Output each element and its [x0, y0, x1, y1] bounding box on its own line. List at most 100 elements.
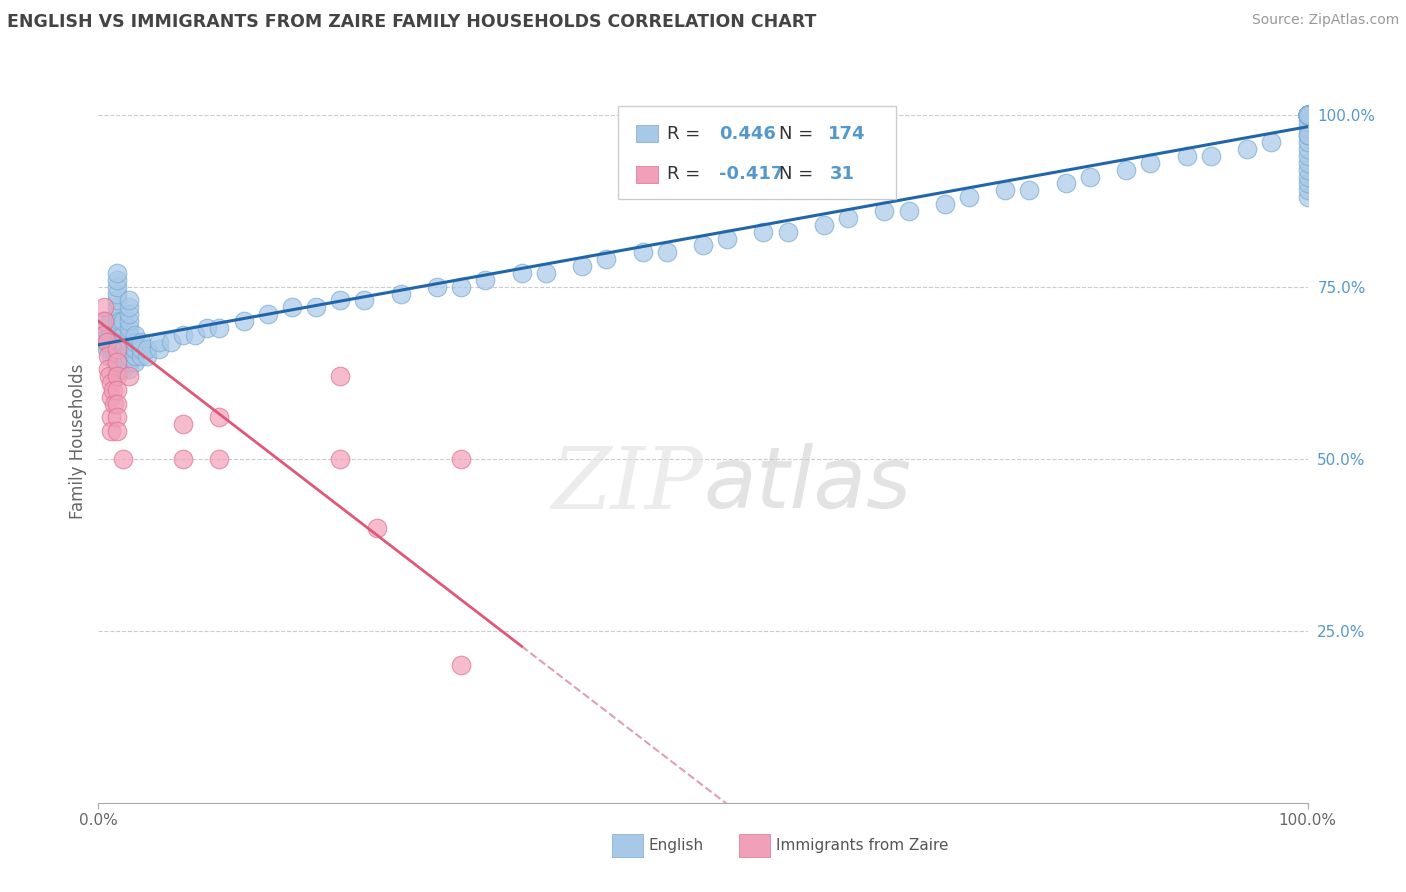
Point: [474, 273, 496, 287]
Point: [111, 349, 134, 363]
Point: [98, 327, 121, 342]
Point: [1296, 108, 1319, 122]
Point: [108, 334, 131, 349]
Text: 31: 31: [830, 165, 855, 184]
Point: [129, 342, 152, 356]
Text: Source: ZipAtlas.com: Source: ZipAtlas.com: [1251, 13, 1399, 28]
Point: [353, 293, 375, 308]
Point: [1296, 108, 1319, 122]
Point: [1296, 108, 1319, 122]
Point: [1199, 149, 1222, 163]
Point: [571, 259, 593, 273]
Point: [105, 279, 128, 293]
Point: [108, 327, 131, 342]
Point: [1054, 177, 1077, 191]
Point: [118, 342, 141, 356]
Point: [1296, 108, 1319, 122]
Point: [1296, 108, 1319, 122]
Point: [114, 349, 136, 363]
Bar: [637, 166, 658, 183]
Point: [329, 369, 352, 384]
Point: [108, 321, 131, 335]
Point: [534, 266, 557, 280]
Point: [105, 369, 128, 384]
Point: [135, 349, 157, 363]
Point: [897, 204, 920, 219]
Bar: [613, 834, 643, 857]
Point: [100, 342, 122, 356]
Point: [1296, 108, 1319, 122]
Point: [111, 314, 134, 328]
Point: [716, 231, 738, 245]
Point: [103, 397, 125, 411]
Point: [111, 451, 134, 466]
Point: [1296, 108, 1319, 122]
Point: [1296, 108, 1319, 122]
Point: [129, 349, 152, 363]
Point: [934, 197, 956, 211]
Point: [1296, 108, 1319, 122]
Point: [450, 279, 472, 293]
Point: [148, 334, 170, 349]
Point: [118, 349, 141, 363]
Point: [118, 301, 141, 315]
Point: [124, 355, 146, 369]
Point: [1296, 108, 1319, 122]
Point: [1296, 108, 1319, 122]
Point: [100, 334, 122, 349]
Point: [1296, 108, 1319, 122]
Point: [1296, 108, 1319, 122]
Point: [98, 369, 121, 384]
Point: [96, 342, 118, 356]
Point: [195, 321, 218, 335]
Text: R =: R =: [666, 165, 706, 184]
Point: [1296, 108, 1319, 122]
Point: [105, 334, 128, 349]
Point: [1018, 183, 1040, 197]
Point: [105, 266, 128, 280]
Point: [105, 314, 128, 328]
Point: [160, 334, 183, 349]
Point: [124, 327, 146, 342]
Point: [105, 342, 128, 356]
Point: [93, 327, 115, 342]
Point: [100, 314, 122, 328]
Point: [1296, 108, 1319, 122]
Point: [118, 321, 141, 335]
Point: [135, 342, 157, 356]
Point: [1296, 108, 1319, 122]
Point: [108, 314, 131, 328]
Point: [1296, 108, 1319, 122]
Point: [1296, 162, 1319, 177]
Point: [1296, 108, 1319, 122]
Point: [281, 301, 304, 315]
Point: [1175, 149, 1198, 163]
Point: [93, 314, 115, 328]
Point: [105, 342, 128, 356]
Point: [1296, 183, 1319, 197]
Point: [1296, 108, 1319, 122]
Point: [1296, 108, 1319, 122]
Point: [994, 183, 1017, 197]
Point: [93, 334, 115, 349]
Point: [111, 362, 134, 376]
Point: [1296, 108, 1319, 122]
Point: [1296, 108, 1319, 122]
Point: [111, 342, 134, 356]
Point: [1296, 108, 1319, 122]
Point: [148, 342, 170, 356]
Point: [108, 342, 131, 356]
Text: ENGLISH VS IMMIGRANTS FROM ZAIRE FAMILY HOUSEHOLDS CORRELATION CHART: ENGLISH VS IMMIGRANTS FROM ZAIRE FAMILY …: [7, 13, 817, 31]
Point: [1296, 108, 1319, 122]
Point: [1296, 108, 1319, 122]
Point: [510, 266, 533, 280]
Point: [1296, 108, 1319, 122]
Point: [108, 349, 131, 363]
Point: [1296, 108, 1319, 122]
Point: [105, 424, 128, 438]
Point: [118, 307, 141, 321]
Point: [101, 383, 124, 397]
Point: [1296, 108, 1319, 122]
Point: [100, 376, 122, 390]
Point: [329, 293, 352, 308]
